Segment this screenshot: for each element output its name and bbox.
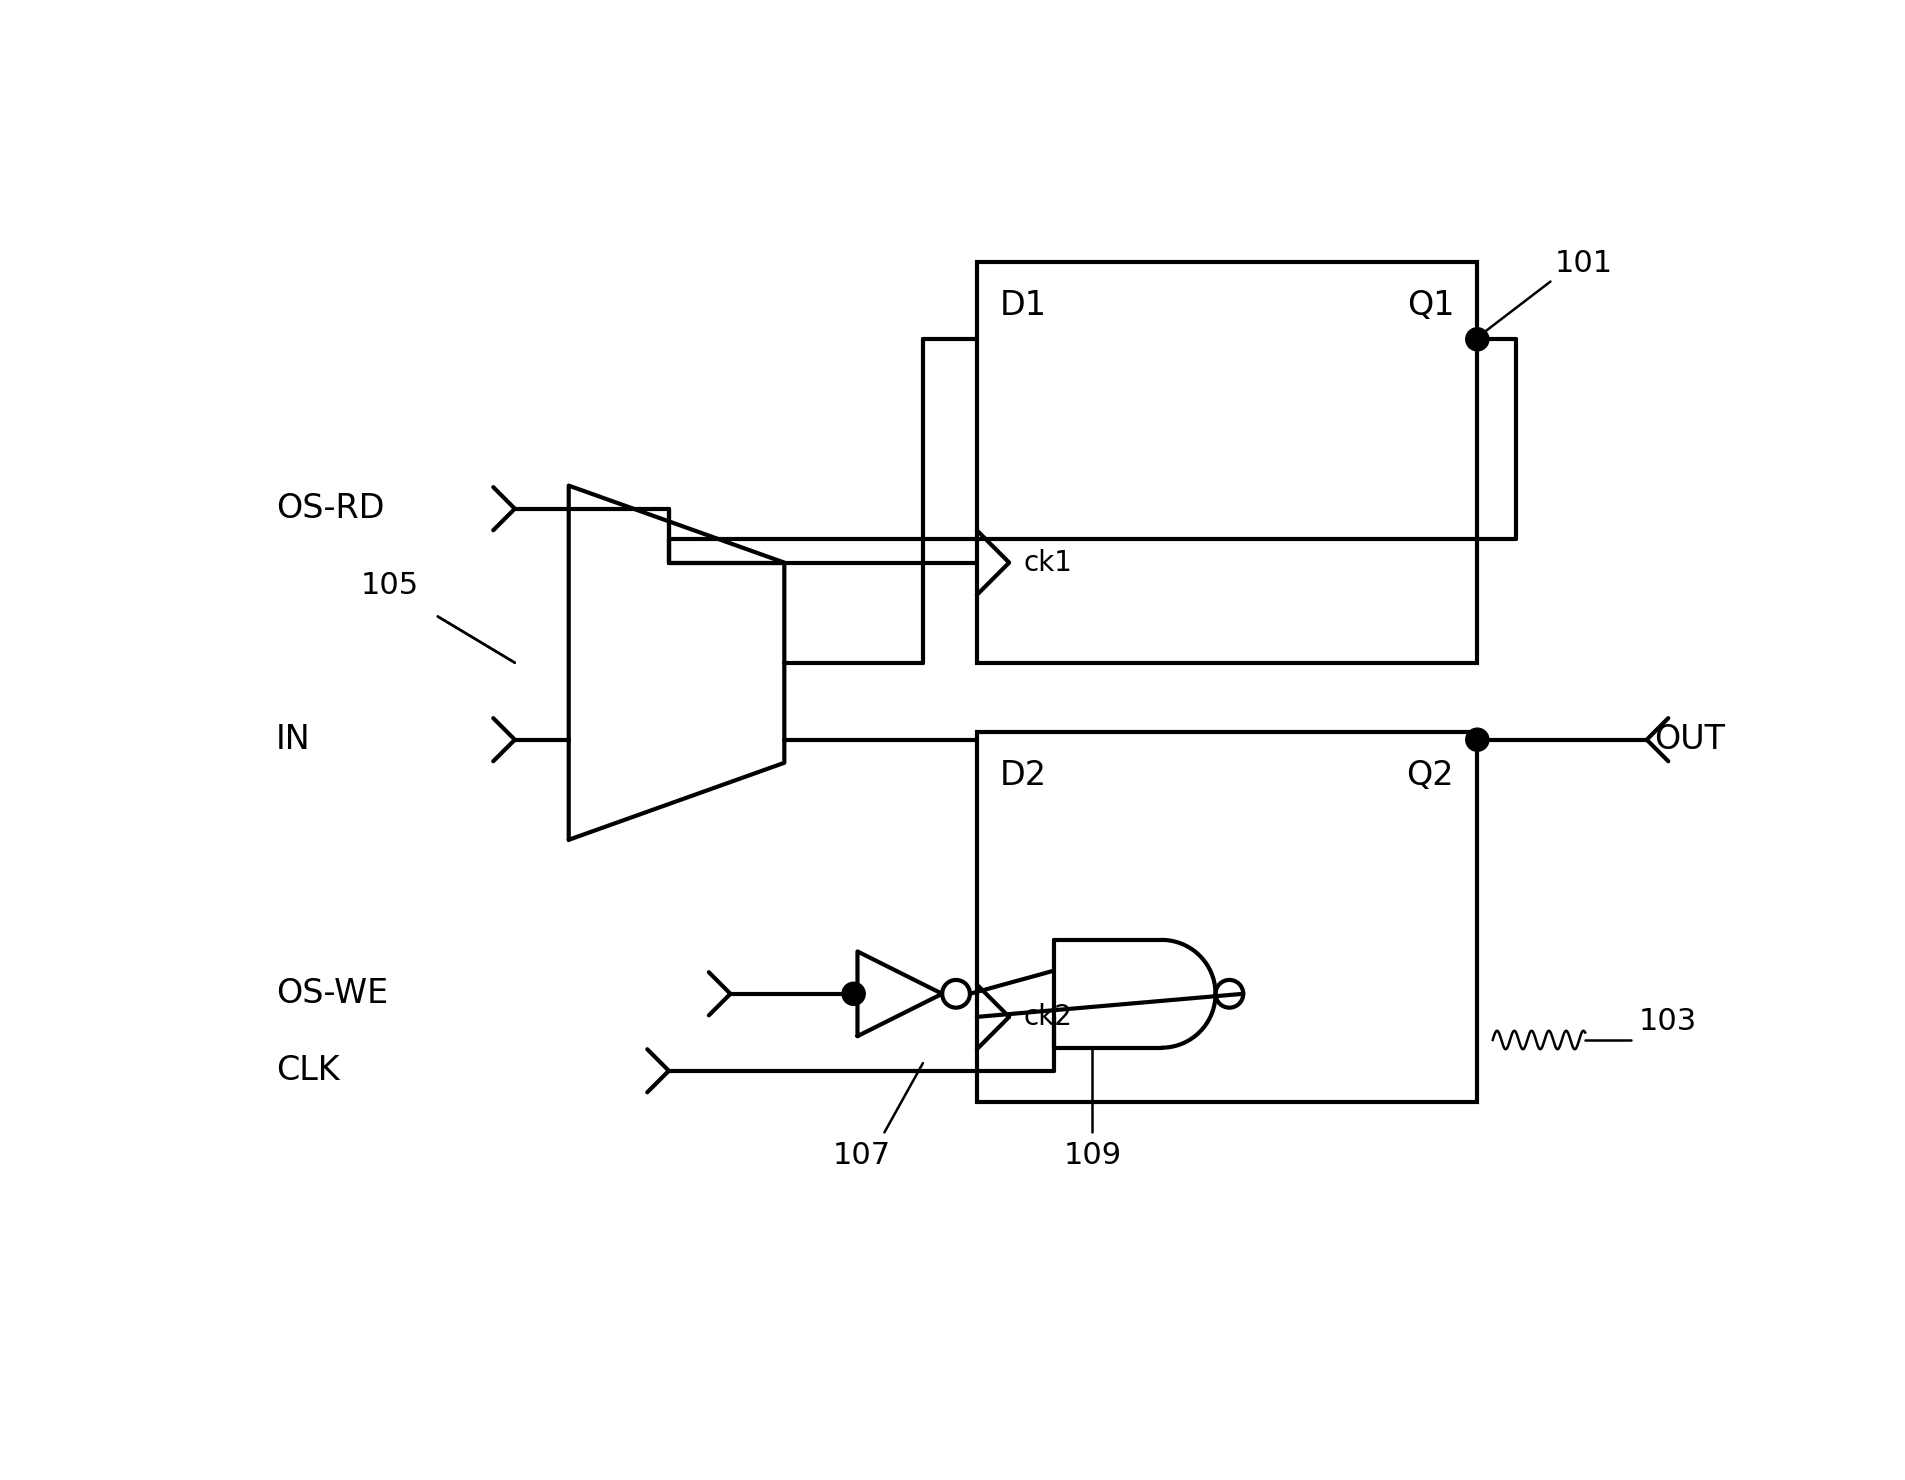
Text: D2: D2 [1000,759,1046,792]
Text: 101: 101 [1553,249,1612,278]
Circle shape [1465,728,1488,752]
Text: 109: 109 [1063,1141,1120,1171]
Bar [977,262,1476,663]
Text: CLK: CLK [276,1054,339,1088]
Text: OS-RD: OS-RD [276,493,385,525]
Bar [977,733,1476,1101]
Text: OS-WE: OS-WE [276,977,389,1011]
Text: 103: 103 [1638,1008,1695,1036]
Text: 105: 105 [360,571,419,601]
Text: OUT: OUT [1654,724,1724,756]
Text: 107: 107 [832,1141,890,1171]
Text: Q1: Q1 [1406,289,1454,323]
Text: D1: D1 [1000,289,1046,323]
Text: ck2: ck2 [1023,1003,1071,1032]
Circle shape [842,983,865,1005]
Text: IN: IN [276,724,311,756]
Text: ck1: ck1 [1023,549,1071,577]
Circle shape [1465,327,1488,351]
Text: Q2: Q2 [1406,759,1454,792]
